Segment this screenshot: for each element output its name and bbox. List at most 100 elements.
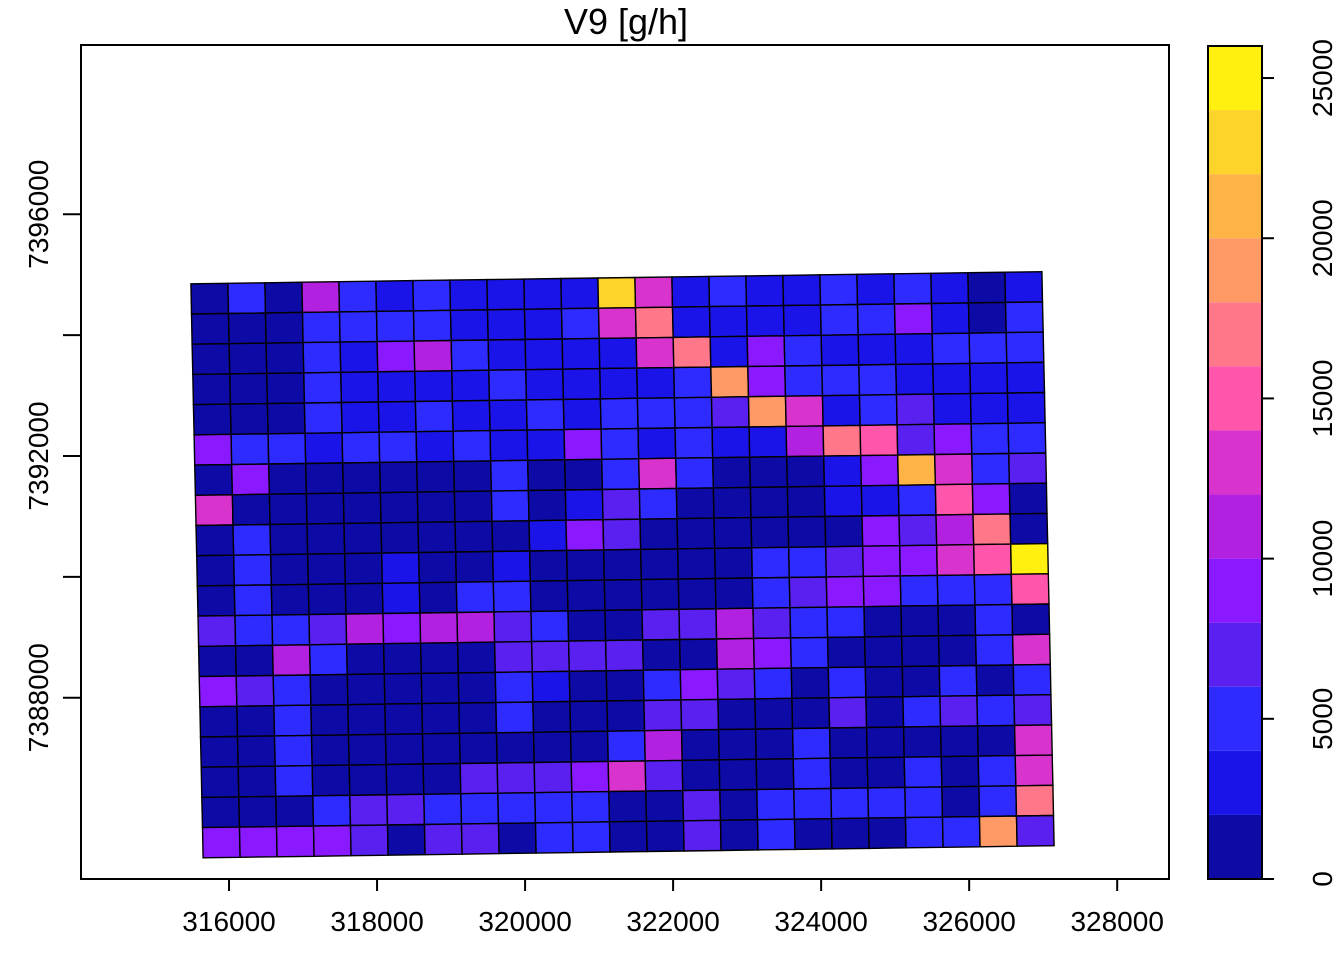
heatmap-cell-r5-c8 (489, 429, 529, 462)
heatmap-cell-r17-c10 (571, 790, 611, 824)
heatmap-cell-r7-c22 (1008, 482, 1048, 515)
legend-swatch (1208, 622, 1262, 687)
heatmap-cell-r7-c15 (749, 486, 789, 519)
heatmap-cell-r9-c22 (1009, 542, 1050, 576)
heatmap-cell-r18-c3 (312, 824, 352, 858)
legend-swatch (1208, 366, 1262, 431)
heatmap-cell-r3-c1 (229, 372, 269, 405)
heatmap-cell-r12-c4 (345, 642, 386, 676)
legend-tick-label: 5000 (1307, 688, 1338, 750)
heatmap-cell-r1-c10 (560, 307, 600, 340)
heatmap-cell-r6-c20 (933, 453, 974, 486)
heatmap-cell-r15-c22 (1013, 724, 1053, 757)
legend-tick-label: 10000 (1307, 520, 1338, 598)
heatmap-cell-r17-c1 (238, 795, 278, 828)
heatmap-cell-r14-c17 (828, 696, 868, 729)
heatmap-cell-r7-c2 (268, 492, 308, 526)
heatmap-cell-r4-c21 (969, 392, 1009, 425)
heatmap-cell-r10-c19 (899, 574, 939, 607)
heatmap-cell-r8-c20 (935, 513, 975, 546)
heatmap-cell-r13-c15 (753, 667, 793, 700)
heatmap-cell-r4-c13 (673, 396, 713, 429)
heatmap-cell-r14-c22 (1013, 693, 1053, 727)
heatmap-cell-r7-c8 (490, 489, 530, 523)
heatmap-cell-r2-c2 (265, 341, 305, 375)
heatmap-cell-r5-c13 (674, 426, 714, 459)
heatmap-cell-r17-c5 (386, 793, 426, 826)
heatmap-cell-r14-c13 (680, 698, 720, 731)
heatmap-cell-r17-c4 (349, 794, 389, 827)
heatmap-cell-r1-c4 (338, 310, 378, 343)
heatmap-cell-r9-c9 (528, 549, 569, 582)
heatmap-cell-r1-c13 (671, 305, 711, 339)
heatmap-cell-r10-c5 (381, 582, 421, 615)
heatmap-cell-r8-c5 (380, 521, 420, 554)
legend-swatch (1208, 46, 1262, 111)
heatmap-cell-r1-c3 (301, 311, 341, 344)
heatmap-cell-r13-c18 (864, 665, 904, 699)
heatmap-cell-r7-c10 (564, 488, 604, 521)
heatmap-cell-r2-c21 (968, 331, 1008, 365)
heatmap-cell-r15-c19 (902, 725, 942, 758)
heatmap-cell-r15-c10 (569, 730, 609, 763)
heatmap-cell-r0-c19 (893, 272, 933, 305)
heatmap-cell-r17-c8 (497, 791, 537, 825)
heatmap-cell-r18-c16 (793, 817, 833, 851)
heatmap-cell-r0-c0 (190, 282, 230, 315)
heatmap-cell-r18-c14 (719, 818, 759, 852)
heatmap-cell-r8-c17 (824, 515, 864, 548)
heatmap-cell-r14-c21 (976, 694, 1016, 727)
heatmap-cell-r6-c3 (304, 462, 345, 495)
heatmap-cell-r12-c14 (715, 637, 756, 670)
heatmap-cell-r14-c1 (236, 704, 276, 738)
heatmap-cell-r18-c18 (867, 816, 907, 850)
heatmap-cell-r11-c5 (382, 612, 422, 645)
heatmap-cell-r14-c18 (865, 696, 905, 729)
heatmap-cell-r1-c16 (782, 304, 822, 337)
heatmap-cell-r0-c12 (634, 276, 674, 309)
heatmap-cell-r13-c8 (494, 671, 534, 704)
heatmap-cell-r14-c15 (754, 697, 794, 730)
heatmap-cell-r16-c8 (496, 761, 536, 794)
heatmap-cell-r4-c2 (266, 402, 306, 435)
heatmap-cell-r2-c6 (413, 339, 453, 373)
heatmap-cell-r8-c7 (454, 520, 494, 553)
heatmap-cell-r11-c9 (530, 610, 570, 643)
legend-swatch (1208, 238, 1262, 303)
legend-swatch (1208, 174, 1262, 239)
heatmap-cell-r7-c1 (231, 493, 271, 526)
heatmap-cell-r16-c21 (977, 754, 1017, 788)
heatmap-cell-r15-c6 (421, 732, 461, 765)
heatmap-cell-r10-c2 (270, 583, 310, 616)
heatmap-cell-r17-c13 (682, 789, 722, 822)
heatmap-cell-r11-c8 (493, 610, 533, 643)
heatmap-cell-r15-c15 (754, 727, 794, 761)
heatmap-cell-r16-c2 (274, 764, 314, 798)
heatmap-cell-r8-c0 (195, 524, 235, 557)
y-axis: 7388000 7392000 7396000 (23, 160, 81, 752)
heatmap-cell-r0-c14 (708, 275, 748, 308)
heatmap-cell-r14-c3 (310, 703, 350, 737)
heatmap-cell-r13-c21 (975, 664, 1015, 697)
heatmap-cell-r10-c4 (344, 582, 384, 615)
heatmap-cell-r8-c8 (491, 520, 531, 553)
heatmap-cell-r3-c2 (266, 372, 306, 405)
heatmap-cell-r14-c16 (791, 697, 831, 730)
heatmap-cell-r12-c3 (308, 643, 349, 676)
heatmap-cell-r9-c4 (343, 552, 384, 585)
heatmap-cell-r12-c15 (752, 637, 793, 670)
heatmap-cell-r15-c9 (532, 730, 572, 764)
heatmap-cell-r5-c14 (711, 426, 751, 459)
heatmap-cell-r18-c19 (904, 816, 944, 849)
heatmap-cell-r11-c0 (197, 614, 237, 648)
heatmap-cell-r17-c22 (1015, 784, 1055, 817)
heatmap-cell-r12-c20 (937, 634, 978, 667)
heatmap-cell-r1-c11 (597, 306, 637, 340)
heatmap-cell-r9-c19 (898, 544, 939, 577)
heatmap-cell-r7-c5 (379, 491, 419, 524)
heatmap-cell-r3-c21 (969, 362, 1009, 395)
heatmap-cell-r8-c6 (417, 521, 457, 554)
heatmap-cell-r17-c6 (423, 792, 463, 826)
heatmap-cell-r8-c10 (565, 518, 605, 552)
